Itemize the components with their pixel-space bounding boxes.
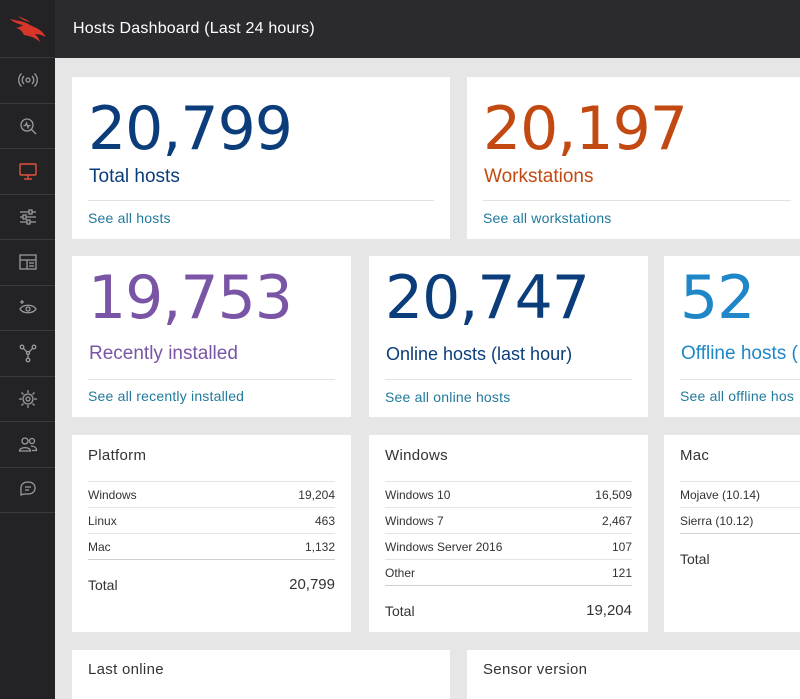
nav-item-support[interactable]: [0, 468, 55, 513]
nav-item-spotlight[interactable]: [0, 377, 55, 422]
total-hosts-value: 20,799: [88, 94, 293, 164]
total-value: 20,799: [289, 576, 335, 593]
offline-hosts-label: Offline hosts (: [681, 343, 798, 364]
row-value: 16,509: [595, 487, 632, 502]
table-total-row: Total: [680, 533, 800, 583]
see-all-online-hosts-link[interactable]: See all online hosts: [385, 389, 511, 405]
table-total-row: Total 20,799: [88, 559, 335, 609]
row-name: Windows: [88, 487, 137, 502]
users-icon: [18, 437, 37, 452]
eye-sparkle-icon: [18, 299, 37, 314]
broadcast-icon: [17, 73, 38, 88]
row-name: Windows 7: [385, 513, 444, 528]
row-value: 2,467: [601, 513, 632, 528]
network-graph-icon: [19, 344, 36, 363]
row-value: 463: [314, 513, 335, 528]
offline-hosts-card: 52 Offline hosts ( See all offline hos: [664, 256, 800, 417]
table-row[interactable]: Windows 10 16,509: [385, 481, 632, 507]
divider: [680, 379, 800, 380]
workstations-label: Workstations: [484, 166, 594, 187]
online-hosts-value: 20,747: [385, 263, 590, 333]
workstations-card: 20,197 Workstations See all workstations: [467, 77, 800, 239]
online-hosts-card: 20,747 Online hosts (last hour) See all …: [369, 256, 648, 417]
last-online-title: Last online: [88, 661, 164, 678]
online-hosts-label: Online hosts (last hour): [386, 344, 573, 364]
row-name: Linux: [88, 513, 117, 528]
row-name: Mojave (10.14): [680, 487, 761, 502]
table-row[interactable]: Windows Server 2016 107: [385, 533, 632, 559]
platform-title: Platform: [88, 447, 147, 464]
see-all-offline-hosts-link[interactable]: See all offline hos: [680, 388, 795, 404]
platform-table: Windows 19,204 Linux 463 Mac 1,132 Total…: [88, 481, 335, 609]
divider: [88, 200, 434, 201]
row-name: Mac: [88, 539, 111, 554]
table-row[interactable]: Linux 463: [88, 507, 335, 533]
total-hosts-label: Total hosts: [89, 166, 180, 187]
mac-card: Mac Mojave (10.14) Sierra (10.12) Total: [664, 435, 800, 632]
total-hosts-card: 20,799 Total hosts See all hosts: [72, 77, 450, 239]
total-label: Total: [385, 602, 415, 619]
search-activity-icon: [19, 118, 36, 135]
row-name: Windows 10: [385, 487, 451, 502]
table-total-row: Total 19,204: [385, 585, 632, 632]
sliders-icon: [19, 209, 36, 225]
windows-title: Windows: [385, 447, 448, 464]
total-value: 19,204: [586, 602, 632, 619]
table-row[interactable]: Mac 1,132: [88, 533, 335, 559]
nav-item-users[interactable]: [0, 422, 55, 468]
offline-hosts-value: 52: [680, 263, 755, 333]
nav-item-investigate[interactable]: [0, 331, 55, 377]
see-all-hosts-link[interactable]: See all hosts: [88, 210, 171, 226]
row-value: 107: [611, 539, 632, 554]
recently-installed-card: 19,753 Recently installed See all recent…: [72, 256, 351, 417]
nav-item-discover[interactable]: [0, 286, 55, 331]
falcon-logo-icon[interactable]: [0, 0, 55, 58]
see-all-recently-installed-link[interactable]: See all recently installed: [88, 388, 245, 404]
target-icon: [18, 389, 37, 408]
windows-table: Windows 10 16,509 Windows 7 2,467 Window…: [385, 481, 632, 632]
nav-item-search-activity[interactable]: [0, 104, 55, 149]
divider: [88, 379, 335, 380]
total-label: Total: [680, 550, 710, 567]
top-header: Hosts Dashboard (Last 24 hours): [55, 0, 800, 58]
nav-item-broadcast[interactable]: [0, 58, 55, 104]
nav-item-dashboards[interactable]: [0, 240, 55, 286]
sensor-version-card: Sensor version: [467, 650, 800, 699]
table-row[interactable]: Windows 7 2,467: [385, 507, 632, 533]
table-row[interactable]: Windows 19,204: [88, 481, 335, 507]
windows-card: Windows Windows 10 16,509 Windows 7 2,46…: [369, 435, 648, 632]
divider: [483, 200, 791, 201]
sensor-version-title: Sensor version: [483, 661, 588, 678]
row-name: Other: [385, 565, 416, 580]
page-title: Hosts Dashboard (Last 24 hours): [73, 20, 315, 37]
monitor-icon: [18, 163, 37, 180]
row-value: 1,132: [304, 539, 335, 554]
divider: [385, 379, 632, 380]
row-value: 19,204: [298, 487, 335, 502]
nav-item-configuration[interactable]: [0, 195, 55, 240]
row-name: Sierra (10.12): [680, 513, 754, 528]
platform-card: Platform Windows 19,204 Linux 463 Mac 1,…: [72, 435, 351, 632]
total-label: Total: [88, 576, 118, 593]
table-row[interactable]: Sierra (10.12): [680, 507, 800, 533]
table-row[interactable]: Mojave (10.14): [680, 481, 800, 507]
row-value: 121: [611, 565, 632, 580]
workstations-value: 20,197: [483, 94, 688, 164]
sidebar: [0, 0, 55, 699]
table-row[interactable]: Other 121: [385, 559, 632, 585]
support-chat-icon: [19, 481, 36, 496]
nav-item-hosts[interactable]: [0, 149, 55, 195]
recently-installed-label: Recently installed: [89, 343, 238, 364]
dashboard-layout-icon: [18, 254, 37, 270]
last-online-card: Last online: [72, 650, 450, 699]
mac-title: Mac: [680, 447, 710, 464]
recently-installed-value: 19,753: [88, 263, 293, 333]
row-name: Windows Server 2016: [385, 539, 503, 554]
see-all-workstations-link[interactable]: See all workstations: [483, 210, 612, 226]
mac-table: Mojave (10.14) Sierra (10.12) Total: [680, 481, 800, 583]
